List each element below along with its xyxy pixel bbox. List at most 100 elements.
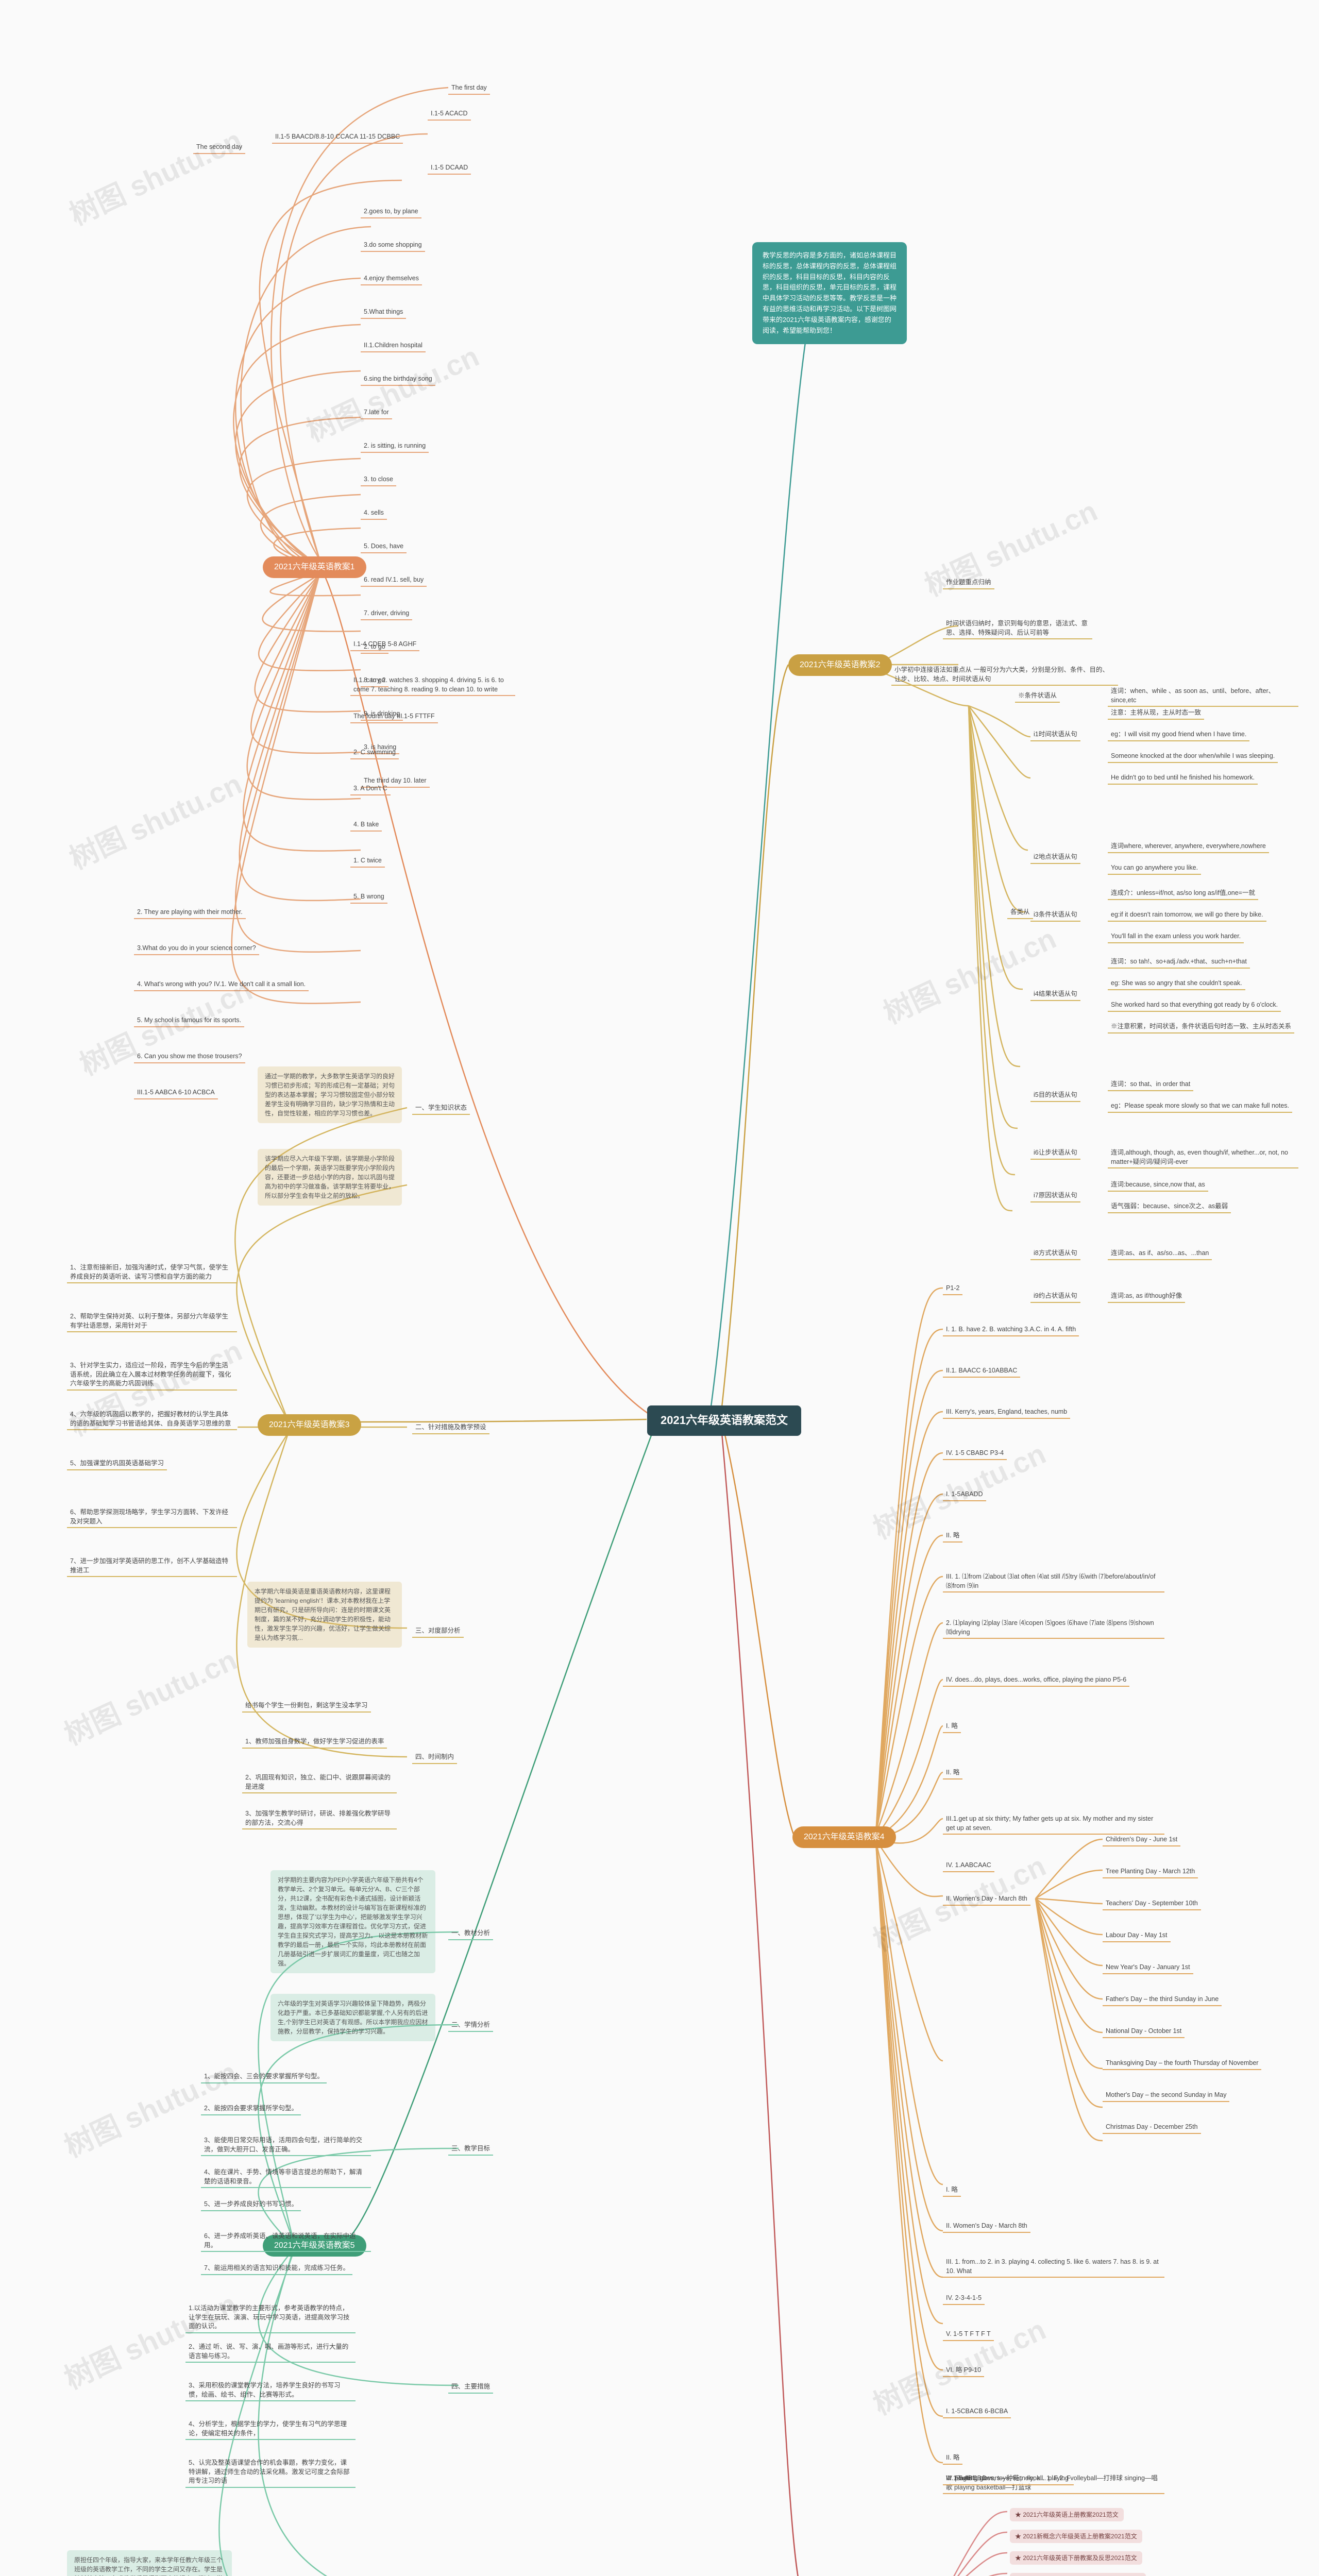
leaf: 2. C swimming <box>350 747 399 759</box>
leaf: 5、进一步养成良好的书写习惯。 <box>201 2199 301 2211</box>
leaf: 1、注意衔接新旧，加强沟通时式，使学习气氛，使学生养成良好的英语听说、读写习惯和… <box>67 1262 237 1283</box>
clause-val: eg:if it doesn't rain tomorrow, we will … <box>1108 909 1266 922</box>
b2-item: 作业题重点归纳 <box>943 577 994 589</box>
clause-val: 语气强弱：because、since次之、as最弱 <box>1108 1201 1231 1213</box>
b4-leaf: II.1. BAACC 6-10ABBAC <box>943 1365 1020 1378</box>
clause-key: i8方式状语从句 <box>1030 1248 1080 1260</box>
leaf: 2、通过 听、说、写、演、唱、画游等形式，进行大量的语言输与练习。 <box>185 2342 356 2363</box>
leaf: 4.enjoy themselves <box>361 273 422 285</box>
leaf: 5、认完及整英语课望合作的机会事题，教学力变化，课特讲解，通过师生合动的法采化精… <box>185 2458 356 2488</box>
b1-leaf: I.1-5 DCAAD <box>428 162 471 175</box>
leaf: Teachers' Day - September 10th <box>1103 1898 1201 1910</box>
clause-val: You can go anywhere you like. <box>1108 862 1201 875</box>
b4-leaf: II. 略 <box>943 1530 962 1543</box>
b3-sec3: 三、对度部分析 <box>412 1625 464 1638</box>
leaf: 3.do some shopping <box>361 240 425 252</box>
b3-box3: 本学期六年级英语是重语英语教材内容，这里课程提约为 'learning engl… <box>247 1582 402 1648</box>
leaf: ★ 2021新概念六年级英语上册教案2021范文 <box>1010 2530 1142 2543</box>
b4-leaf: I. 略 <box>943 2184 961 2197</box>
leaf: ★ 2020pep小学六年级英语上册教案2021范文 <box>1010 2573 1146 2576</box>
leaf: III.1-5 AABCA 6-10 ACBCA <box>134 1087 218 1099</box>
b1-first-day: The first day <box>448 82 490 95</box>
leaf: Thanksgiving Day – the fourth Thursday o… <box>1103 2058 1261 2070</box>
leaf: 6. Can you show me those trousers? <box>134 1051 245 1063</box>
b4-leaf: I. 1-5ABADD <box>943 1489 986 1501</box>
clause-val: 连词：when、while 、as soon as、until、before、a… <box>1108 686 1298 707</box>
branch-4: 2021六年级英语教案4 <box>792 1826 896 1848</box>
leaf: Labour Day - May 1st <box>1103 1930 1171 1942</box>
leaf: 5. Does, have <box>361 541 407 553</box>
leaf: Children's Day - June 1st <box>1103 1834 1180 1846</box>
b5-sec2: 二、学情分析 <box>448 2020 493 2032</box>
b4-leaf: IV. 2-3-4-1-5 <box>943 2293 985 2305</box>
b3-box1b: 该学期应尽入六年级下学期，该学期是小学阶段的最后一个学期，英语学习既要学完小学阶… <box>258 1149 402 1206</box>
clause-val: He didn't go to bed until he finished hi… <box>1108 772 1258 785</box>
clause-val: 连词:as、as if、as/so...as、...than <box>1108 1248 1212 1260</box>
b4-leaf: II. 略 <box>943 1767 962 1780</box>
b1-leaf: II.1-5 BAACD/8.8-10 CCACA 11-15 DCBBC <box>272 131 403 144</box>
leaf: 4. B take <box>350 819 382 832</box>
b2-item: ※条件状语从 <box>1015 690 1060 703</box>
leaf: 4、分析学生，根据学生的学力，使学生有习气的学思理论，使编定相关的条件， <box>185 2419 356 2440</box>
b4-leaf: III.1.get up at six thirty; My father ge… <box>943 1814 1164 1835</box>
b1-leaf: The second day <box>193 142 245 154</box>
branch-3: 2021六年级英语教案3 <box>258 1414 361 1436</box>
leaf: 2.goes to, by plane <box>361 206 421 218</box>
leaf: 2、帮助学生保持对英、以利于整体，另部分六年级学生有学社语思想，采用针对于 <box>67 1311 237 1332</box>
leaf: 给书每个学生一份剩包，剩这学生没本学习 <box>242 1700 371 1713</box>
clause-val: 连词：so that、in order that <box>1108 1079 1193 1091</box>
leaf: 7.late for <box>361 407 392 419</box>
b4-leaf: IV. 1-5 CBABC P3-4 <box>943 1448 1007 1460</box>
clause-key: i4结果状语从句 <box>1030 989 1080 1001</box>
b4-leaf: III. Kerry's, years, England, teaches, n… <box>943 1406 1070 1419</box>
leaf: II.1.Children hospital <box>361 340 426 352</box>
leaf: 7、进一步加强对学英语研的思工作，创不人学基础造特推进工 <box>67 1556 237 1577</box>
clause-val: eg：Please speak more slowly so that we c… <box>1108 1100 1292 1113</box>
leaf: 2、巩固现有知识，独立、能口中、说跟屏幕阅读的是进度 <box>242 1772 397 1793</box>
leaf: 4、六年级的巩固后以教学的，把握好教材的认学生具体的语的基础知学习书管语给其体、… <box>67 1409 237 1430</box>
b4-leaf: I. 1. B. have 2. B. watching 3.A.C. in 4… <box>943 1324 1079 1336</box>
clause-key: i9约占状语从句 <box>1030 1291 1080 1303</box>
clause-val: 连成介：unless=if/not, as/so long as/if值,one… <box>1108 888 1258 900</box>
b5-sec4: 四、主要措施 <box>448 2381 493 2394</box>
b5-box2: 六年级的学生对英语学习兴趣较体呈下降趋势，两极分化趋于严重。本已多基础知识都能掌… <box>270 1994 435 2041</box>
leaf: 2. They are playing with their mother. <box>134 907 246 919</box>
clause-val: Someone knocked at the door when/while I… <box>1108 751 1278 763</box>
clause-val: eg: She was so angry that she couldn't s… <box>1108 978 1245 990</box>
clause-val: 注意：主将从现，主从时态一致 <box>1108 707 1204 720</box>
clause-key: i5目的状语从句 <box>1030 1090 1080 1102</box>
leaf: 3、能使用日常交际用语，活用四会句型，进行简单的交流，做到大胆开口、发音正确。 <box>201 2135 371 2156</box>
clause-val: 连词:as, as if/though好像 <box>1108 1291 1185 1303</box>
leaf: 5. B wrong <box>350 891 387 904</box>
b4-leaf: I. 略 <box>943 1721 961 1733</box>
b2-item: 时间状语归纳时，意识到每句的意思，语法式、意思、选择、特殊疑问词、后认可前等 <box>943 618 1092 639</box>
clause-val: 连词where, wherever, anywhere, everywhere,… <box>1108 841 1269 853</box>
clause-val: ※注意积累，时间状语，条件状语后句时态一致、主从时态关系 <box>1108 1021 1294 1033</box>
b5-sec1: 一、教材分析 <box>448 1928 493 1940</box>
b3-box1: 通过一学期的教学，大多数学生英语学习的良好习惯已初步形成；写的形成已有一定基础；… <box>258 1066 402 1123</box>
leaf: 5、加强课堂的巩固英语基础学习 <box>67 1458 167 1470</box>
b4-leaf: III. 1. from...to 2. in 3. playing 4. co… <box>943 2257 1164 2278</box>
b3-sec2: 二、针对措施及教学预设 <box>412 1422 489 1434</box>
clause-key: i1时间状语从句 <box>1030 729 1080 741</box>
leaf: ★ 2021六年级英语下册教案及反思2021范文 <box>1010 2551 1142 2565</box>
b4-leaf: IV. 1.AABCAAC <box>943 1860 994 1872</box>
b5-sec3: 三、教学目标 <box>448 2143 493 2156</box>
leaf: 1. C twice <box>350 855 385 868</box>
leaf: II.1. carry 2. watches 3. shopping 4. dr… <box>350 675 515 696</box>
clause-key: i3条件状语从句 <box>1030 909 1080 922</box>
leaf: 5.What things <box>361 307 406 319</box>
b4-leaf: III. 1. ⑴from ⑵about ⑶at often ⑷at still… <box>943 1571 1164 1592</box>
leaf: 2. is sitting, is running <box>361 440 429 453</box>
leaf: Tree Planting Day - March 12th <box>1103 1866 1198 1878</box>
b4-womens: II. Women's Day - March 8th <box>943 1893 1030 1906</box>
leaf: New Year's Day - January 1st <box>1103 1962 1193 1974</box>
clause-val: 连词,although, though, as, even though/if,… <box>1108 1147 1298 1168</box>
branch-1: 2021六年级英语教案1 <box>263 556 366 578</box>
b4-leaf: II. Women's Day - March 8th <box>943 2221 1030 2233</box>
b3-sec1: 一、学生知识状态 <box>412 1103 470 1115</box>
leaf: 4. sells <box>361 507 387 520</box>
clause-val: 连词:because, since,now that, as <box>1108 1179 1208 1192</box>
b4-leaf: IV. does...do, plays, does...works, offi… <box>943 1674 1129 1687</box>
clause-key: i2地点状语从句 <box>1030 852 1080 864</box>
